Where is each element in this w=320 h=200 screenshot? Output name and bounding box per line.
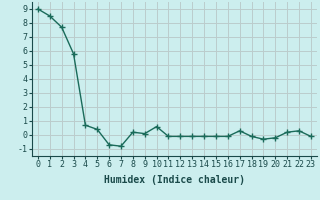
X-axis label: Humidex (Indice chaleur): Humidex (Indice chaleur) bbox=[104, 175, 245, 185]
